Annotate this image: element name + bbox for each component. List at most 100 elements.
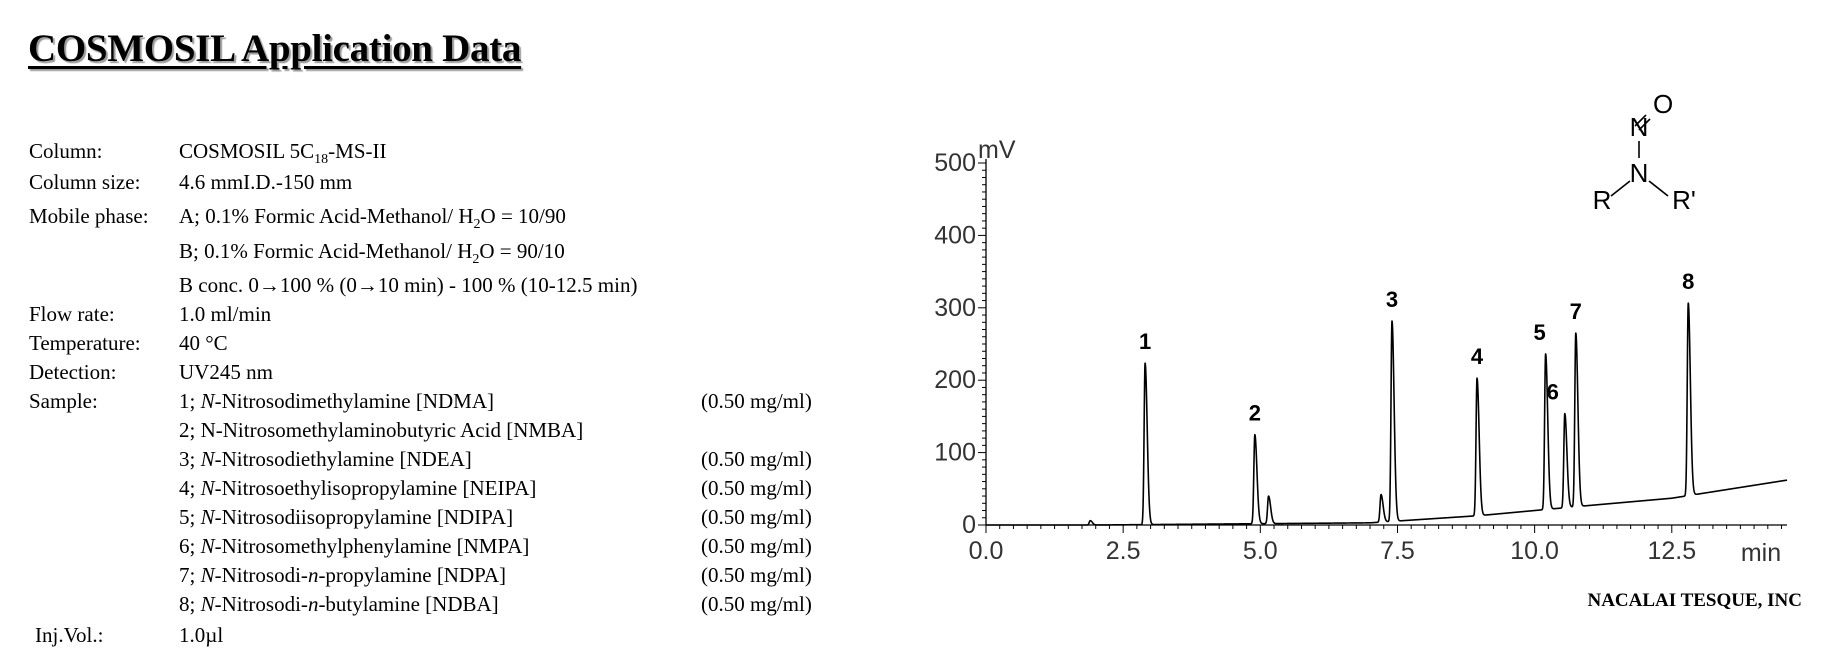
y-tick-label: 400 <box>934 221 976 249</box>
nitrogen-top-atom: N <box>1630 112 1649 142</box>
sample-item: 8; N-Nitrosodi-n-butylamine [NDBA] <box>179 592 499 616</box>
inj-vol-label: Inj.Vol.: <box>35 623 104 647</box>
x-tick-label: 12.5 <box>1647 537 1696 565</box>
sample-item: 3; N-Nitrosodiethylamine [NDEA] <box>179 447 472 471</box>
sample-italic: N <box>200 592 215 616</box>
sample-item: 1; N-Nitrosodimethylamine [NDMA] <box>179 389 494 413</box>
sample-italic: N <box>200 447 215 471</box>
x-tick-label: 7.5 <box>1380 537 1415 565</box>
sample-concentration: (0.50 mg/ml) <box>701 389 812 413</box>
sample-concentration: (0.50 mg/ml) <box>701 505 812 529</box>
detection-label: Detection: <box>29 360 117 384</box>
flow-rate-label: Flow rate: <box>29 302 115 326</box>
page-title: COSMOSIL Application Data <box>28 27 522 70</box>
mobile-phase-b-main: B; 0.1% Formic Acid-Methanol/ H <box>179 239 473 263</box>
column-size-label: Column size: <box>29 170 141 194</box>
peak-label-1: 1 <box>1139 329 1151 354</box>
sample-name: -propylamine [NDPA] <box>318 563 507 587</box>
peak-label-4: 4 <box>1471 344 1484 369</box>
x-tick-label: 5.0 <box>1243 537 1278 565</box>
y-tick-label: 500 <box>934 149 976 177</box>
sample-italic: n <box>307 563 319 587</box>
sample-name: -butylamine [NDBA] <box>318 592 499 616</box>
sample-italic: N <box>200 563 215 587</box>
sample-prefix: 2; N-Nitrosomethylaminobutyric Acid [NMB… <box>179 418 584 442</box>
oxygen-atom: O <box>1653 89 1673 119</box>
peak-label-6: 6 <box>1547 380 1559 405</box>
x-tick-label: 0.0 <box>969 537 1004 565</box>
x-axis-label: min <box>1741 539 1781 567</box>
sample-italic: N <box>200 534 215 558</box>
mobile-phase-label: Mobile phase: <box>29 204 149 228</box>
sample-concentration: (0.50 mg/ml) <box>701 592 812 616</box>
sample-item: 6; N-Nitrosomethylphenylamine [NMPA] <box>179 534 529 558</box>
r-group: R <box>1593 185 1612 215</box>
sample-prefix: 1; <box>179 389 201 413</box>
column-value-main: COSMOSIL 5C <box>179 139 315 163</box>
peak-label-5: 5 <box>1533 320 1545 345</box>
sample-prefix: 3; <box>179 447 201 471</box>
mobile-phase-a-main: A; 0.1% Formic Acid-Methanol/ H <box>179 204 474 228</box>
nitrosamine-structure: O N N R R' <box>1593 89 1696 215</box>
mobile-phase-b: B; 0.1% Formic Acid-Methanol/ H2O = 90/1… <box>179 239 565 267</box>
sample-name: -Nitrosodiethylamine [NDEA] <box>214 447 472 471</box>
x-tick-label: 2.5 <box>1106 537 1141 565</box>
sample-item: 2; N-Nitrosomethylaminobutyric Acid [NMB… <box>179 418 583 442</box>
sample-name: -Nitrosodiisopropylamine [NDIPA] <box>214 505 514 529</box>
r-prime-group: R' <box>1672 185 1696 215</box>
sample-italic: n <box>307 592 319 616</box>
y-tick-label: 100 <box>934 439 976 467</box>
mobile-phase-a: A; 0.1% Formic Acid-Methanol/ H2O = 10/9… <box>179 204 566 232</box>
nitrogen-amine-atom: N <box>1630 158 1649 188</box>
sample-concentration: (0.50 mg/ml) <box>701 447 812 471</box>
temperature-label: Temperature: <box>29 331 141 355</box>
flow-rate-value: 1.0 ml/min <box>179 302 272 326</box>
sample-prefix: 6; <box>179 534 201 558</box>
sample-name: -Nitrosoethylisopropylamine [NEIPA] <box>214 476 537 500</box>
sample-item: 5; N-Nitrosodiisopropylamine [NDIPA] <box>179 505 513 529</box>
chromatogram-trace <box>985 302 1788 526</box>
y-tick-label: 300 <box>934 294 976 322</box>
footer-brand: NACALAI TESQUE, INC <box>1587 590 1802 611</box>
sample-label: Sample: <box>29 389 98 413</box>
n-rprime-bond <box>1648 180 1669 197</box>
sample-italic: N <box>200 389 215 413</box>
detection-value: UV245 nm <box>179 360 273 384</box>
sample-concentration: (0.50 mg/ml) <box>701 534 812 558</box>
mobile-phase-b-suffix: O = 90/10 <box>479 239 565 263</box>
sample-prefix: 7; <box>179 563 201 587</box>
sample-italic: N <box>200 505 215 529</box>
chart-axes: 0 100 200 300 400 500 mV 0.0 2.5 5.0 7.5 10.0 12.5 mi… <box>934 136 1787 567</box>
sample-concentration: (0.50 mg/ml) <box>701 476 812 500</box>
sample-name: -Nitrosomethylphenylamine [NMPA] <box>214 534 530 558</box>
gradient-program: B conc. 0→100 % (0→10 min) - 100 % (10-1… <box>179 273 638 297</box>
n-o-bond-1 <box>1634 114 1647 127</box>
mobile-phase-b-subscript: 2 <box>472 252 480 268</box>
sample-prefix: 8; <box>179 592 201 616</box>
x-tick-label: 10.0 <box>1510 537 1559 565</box>
column-size-value: 4.6 mmI.D.-150 mm <box>179 170 353 194</box>
temperature-value: 40 °C <box>179 331 228 355</box>
peak-label-8: 8 <box>1682 269 1694 294</box>
y-tick-label: 0 <box>962 511 976 539</box>
sample-prefix: 5; <box>179 505 201 529</box>
column-label: Column: <box>29 139 103 163</box>
mobile-phase-a-subscript: 2 <box>473 217 481 233</box>
peak-label-3: 3 <box>1386 287 1398 312</box>
y-tick-label: 200 <box>934 366 976 394</box>
sample-name: -Nitrosodi- <box>214 592 308 616</box>
sample-name: -Nitrosodi- <box>214 563 308 587</box>
sample-item: 7; N-Nitrosodi-n-propylamine [NDPA] <box>179 563 506 587</box>
sample-italic: N <box>200 476 215 500</box>
peak-labels: 1 2 3 4 5 6 7 8 <box>1139 269 1694 426</box>
peak-label-7: 7 <box>1570 299 1582 324</box>
column-value: COSMOSIL 5C18-MS-II <box>179 139 387 167</box>
sample-concentration: (0.50 mg/ml) <box>701 563 812 587</box>
column-value-suffix: -MS-II <box>328 139 387 163</box>
sample-name: -Nitrosodimethylamine [NDMA] <box>214 389 494 413</box>
column-value-subscript: 18 <box>314 152 329 168</box>
n-o-bond-2 <box>1638 118 1651 131</box>
mobile-phase-a-suffix: O = 10/90 <box>480 204 566 228</box>
y-axis-label: mV <box>978 136 1016 164</box>
